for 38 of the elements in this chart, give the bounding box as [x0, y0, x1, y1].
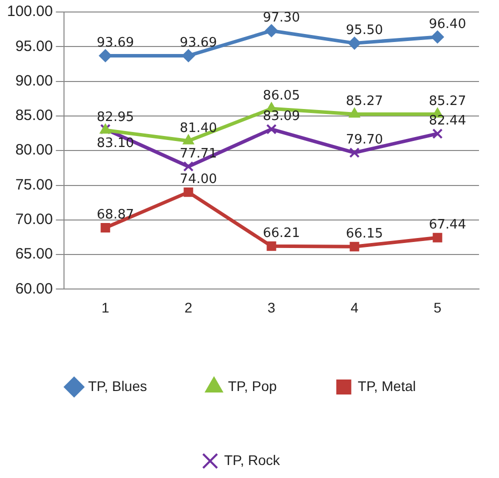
data-label: 82.95 [96, 110, 134, 126]
data-label: 93.69 [180, 36, 218, 51]
data-label: 93.69 [96, 36, 134, 51]
x-tick-label: 2 [184, 299, 193, 316]
legend-label: TP, Rock [224, 452, 281, 468]
data-label: 96.40 [428, 16, 466, 32]
x-tick-label: 4 [350, 299, 359, 316]
data-label: 66.21 [262, 226, 300, 242]
y-tick-label: 90.00 [15, 72, 53, 90]
y-tick-label: 85.00 [15, 107, 53, 124]
y-tick-label: 70.00 [15, 211, 53, 228]
legend-label: TP, Metal [358, 378, 416, 394]
data-label: 74.00 [180, 172, 218, 188]
y-tick-label: 65.00 [15, 246, 53, 263]
legend-label: TP, Pop [228, 378, 277, 394]
legend-label: TP, Blues [88, 378, 148, 394]
data-label: 81.40 [180, 120, 218, 136]
data-label: 79.70 [346, 132, 384, 148]
data-label: 83.10 [96, 136, 134, 151]
data-label: 86.05 [262, 88, 300, 104]
data-label: 83.09 [262, 109, 300, 124]
y-tick-label: 60.00 [15, 280, 53, 298]
data-label: 85.27 [428, 94, 466, 109]
y-tick-label: 100.00 [6, 3, 53, 20]
data-label: 67.44 [428, 218, 466, 233]
data-label: 85.27 [346, 94, 384, 109]
data-label: 68.87 [96, 208, 134, 223]
data-label: 95.50 [346, 23, 384, 38]
x-tick-label: 1 [101, 299, 110, 316]
data-label: 66.15 [346, 226, 384, 242]
x-tick-label: 5 [434, 299, 442, 316]
y-tick-label: 80.00 [15, 142, 53, 159]
data-label: 97.30 [262, 10, 300, 26]
y-tick-label: 75.00 [15, 176, 53, 194]
data-label: 77.71 [180, 146, 218, 162]
x-tick-label: 3 [268, 299, 276, 316]
y-tick-label: 95.00 [15, 38, 53, 55]
data-label: 82.44 [428, 114, 466, 129]
